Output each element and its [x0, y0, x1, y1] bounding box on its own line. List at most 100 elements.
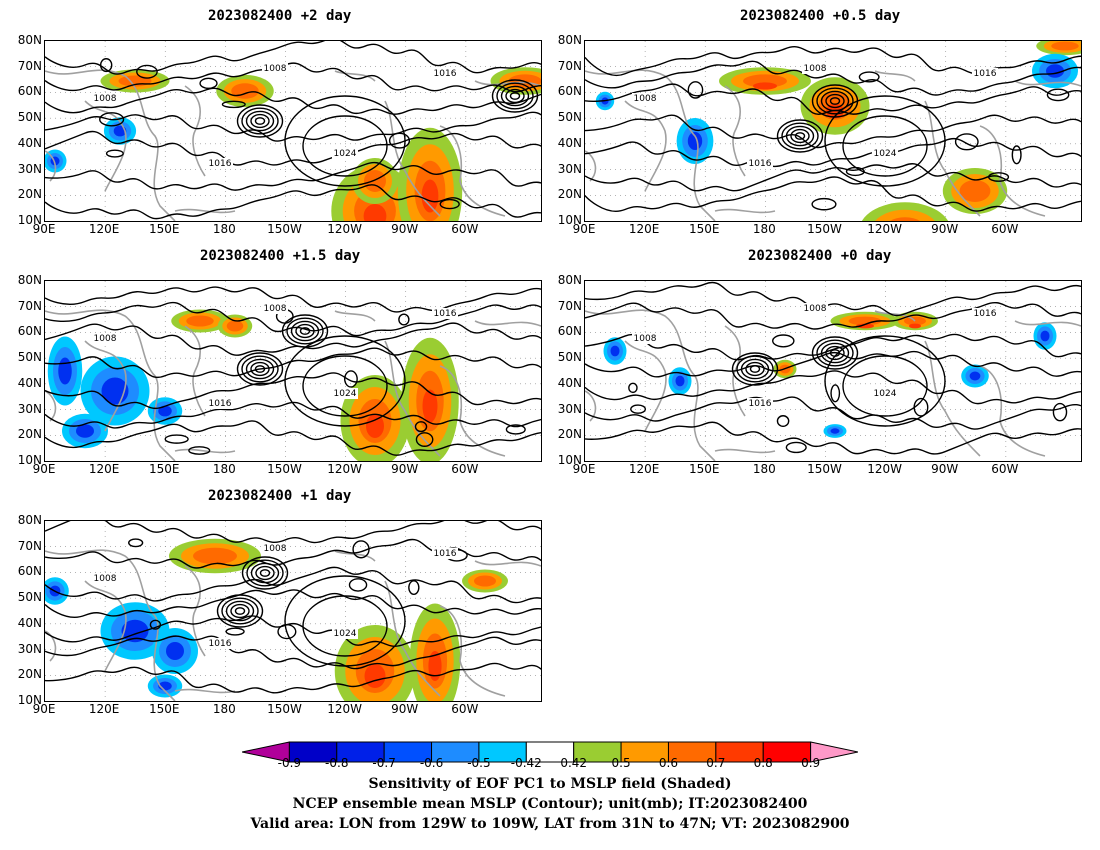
positive-sensitivity-area — [409, 603, 461, 701]
contour-label: 1008 — [92, 93, 118, 104]
svg-text:1024: 1024 — [334, 629, 357, 639]
svg-text:1024: 1024 — [874, 389, 897, 399]
svg-text:1024: 1024 — [334, 149, 357, 159]
positive-sensitivity-area — [171, 309, 229, 333]
contour-label: 1008 — [802, 303, 828, 314]
svg-text:1016: 1016 — [209, 159, 232, 169]
y-tick-label: 80N — [557, 33, 582, 47]
y-tick-label: 60N — [557, 324, 582, 339]
y-tick-label: 70N — [17, 538, 42, 553]
y-tick-label: 80N — [17, 513, 42, 527]
caption-line-3: Valid area: LON from 129W to 109W, LAT f… — [250, 816, 850, 832]
x-tick-label: 180 — [212, 462, 236, 476]
colorbar — [242, 741, 858, 763]
contour-label: 1008 — [632, 93, 658, 104]
colorbar-tick-label: -0.8 — [325, 756, 349, 770]
contour-label: 1008 — [262, 63, 288, 74]
x-tick-label: 120E — [88, 462, 120, 476]
contour-label: 1016 — [432, 68, 458, 79]
contour-label: 1024 — [332, 628, 358, 639]
y-tick-label: 50N — [17, 350, 42, 365]
x-tick-label: 60W — [451, 702, 479, 716]
contour-label: 1024 — [332, 388, 358, 399]
contour-label: 1024 — [872, 388, 898, 399]
negative-sensitivity-area — [62, 413, 108, 449]
contour-label: 1008 — [262, 543, 288, 554]
x-tick-label: 120E — [88, 702, 120, 716]
x-tick-label: 150W — [807, 222, 842, 236]
y-tick-label: 70N — [557, 58, 582, 73]
x-tick-label: 120W — [327, 462, 362, 476]
x-tick-label: 60W — [991, 222, 1019, 236]
x-tick-label: 60W — [451, 462, 479, 476]
x-tick-label: 90E — [32, 222, 56, 236]
svg-text:1008: 1008 — [264, 64, 287, 74]
positive-sensitivity-area — [169, 538, 261, 574]
x-tick-label: 120W — [327, 222, 362, 236]
y-tick-label: 50N — [17, 590, 42, 605]
colorbar-tick-label: -0.42 — [510, 756, 542, 770]
colorbar-tick-label: 0.42 — [560, 756, 588, 770]
negative-sensitivity-area — [147, 397, 183, 425]
svg-text:1008: 1008 — [634, 94, 657, 104]
colorbar-tick-label: -0.6 — [419, 756, 444, 770]
mslp-contours — [585, 46, 1081, 212]
positive-sensitivity-area — [397, 127, 463, 221]
y-tick-label: 60N — [17, 324, 42, 339]
y-tick-label: 80N — [17, 33, 42, 47]
x-tick-label: 120W — [867, 462, 902, 476]
x-tick-label: 120E — [88, 222, 120, 236]
y-tick-label: 70N — [557, 298, 582, 313]
svg-text:1016: 1016 — [974, 69, 997, 79]
colorbar-tick-label: 0.9 — [801, 756, 821, 770]
x-tick-label: 60W — [991, 462, 1019, 476]
y-tick-label: 30N — [557, 401, 582, 416]
map-canvas: 1008 1016 1024 1008 1016 — [45, 281, 541, 461]
negative-sensitivity-area — [147, 674, 183, 698]
negative-sensitivity-area — [1032, 53, 1078, 89]
colorbar-tick-label: 0.5 — [611, 756, 631, 770]
mslp-contours — [45, 521, 541, 694]
y-tick-label: 70N — [17, 58, 42, 73]
mslp-contours — [585, 281, 1081, 455]
x-tick-label: 180 — [752, 462, 776, 476]
contour-label: 1008 — [802, 63, 828, 74]
x-tick-label: 180 — [212, 222, 236, 236]
svg-text:1008: 1008 — [804, 304, 827, 314]
contour-label: 1016 — [747, 158, 773, 169]
panel-title-2: 2023082400 +0.5 day — [740, 8, 901, 24]
mslp-contours — [45, 286, 541, 456]
x-tick-label: 90W — [931, 222, 959, 236]
svg-text:1016: 1016 — [434, 309, 457, 319]
contour-label: 1016 — [207, 398, 233, 409]
svg-text:1008: 1008 — [634, 334, 657, 344]
map-panel-plus-1-day: 1008 1016 1024 1008 1016 — [44, 520, 542, 702]
x-tick-label: 180 — [212, 702, 236, 716]
contour-label: 1016 — [207, 638, 233, 649]
contour-label: 1024 — [332, 148, 358, 159]
colorbar-tick-label: 0.6 — [658, 756, 678, 770]
svg-text:1016: 1016 — [209, 399, 232, 409]
y-tick-label: 40N — [17, 375, 42, 390]
mslp-contours — [45, 41, 541, 220]
x-tick-label: 150W — [267, 702, 302, 716]
x-tick-label: 90E — [572, 222, 596, 236]
y-tick-label: 30N — [17, 641, 42, 656]
x-tick-label: 150E — [148, 702, 180, 716]
negative-sensitivity-area — [80, 356, 150, 426]
y-tick-label: 80N — [557, 273, 582, 287]
contour-label: 1016 — [432, 548, 458, 559]
map-canvas: 1008 1016 1024 1008 1016 — [45, 521, 541, 701]
y-tick-label: 50N — [557, 110, 582, 125]
panel-title-1: 2023082400 +2 day — [208, 8, 352, 24]
contour-label: 1008 — [632, 333, 658, 344]
x-tick-label: 90W — [391, 462, 419, 476]
contour-label: 1016 — [972, 308, 998, 319]
negative-sensitivity-area — [45, 577, 69, 605]
colorbar-tick-label: -0.7 — [372, 756, 396, 770]
svg-text:1008: 1008 — [94, 574, 117, 584]
y-tick-label: 10N — [17, 453, 42, 467]
colorbar-segment — [810, 741, 858, 763]
y-tick-label: 80N — [17, 273, 42, 287]
map-panel-plus-2-day: 1008 1016 1024 1008 1016 — [44, 40, 542, 222]
